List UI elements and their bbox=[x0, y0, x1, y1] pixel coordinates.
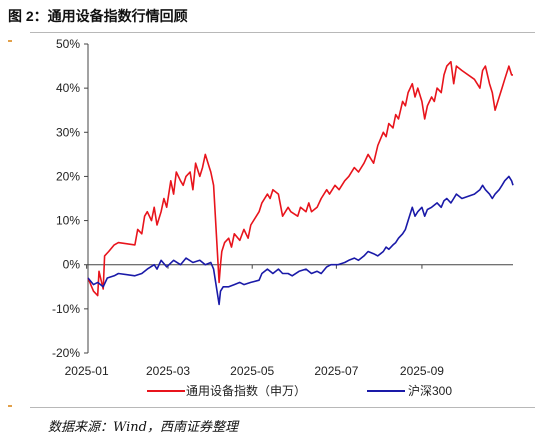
series-line-1 bbox=[87, 175, 514, 306]
y-tick-label: 50% bbox=[56, 37, 80, 51]
series-lines bbox=[87, 60, 514, 306]
x-tick-label: 2025-07 bbox=[314, 364, 358, 378]
series-line-0 bbox=[87, 60, 513, 297]
margin-mark bbox=[8, 40, 12, 42]
y-tick-label: 20% bbox=[56, 169, 80, 183]
y-tick-label: 40% bbox=[56, 81, 80, 95]
y-tick-label: 30% bbox=[56, 125, 80, 139]
y-tick-label: 10% bbox=[56, 214, 80, 228]
y-tick-label: -20% bbox=[52, 346, 80, 360]
x-tick-label: 2025-01 bbox=[65, 364, 109, 378]
legend-label-0: 通用设备指数（申万） bbox=[186, 383, 306, 398]
top-divider bbox=[30, 32, 535, 33]
legend-label-1: 沪深300 bbox=[408, 384, 452, 398]
x-tick-label: 2025-03 bbox=[146, 364, 190, 378]
y-axis: 50% 40% 30% 20% 10% 0% -10% -20% bbox=[52, 37, 89, 360]
source-note: 数据来源：Wind，西南证券整理 bbox=[48, 420, 238, 435]
x-axis: 2025-01 2025-03 2025-05 2025-07 2025-09 bbox=[65, 264, 513, 378]
y-tick-label: 0% bbox=[63, 258, 81, 272]
y-tick-label: -10% bbox=[52, 302, 80, 316]
margin-mark bbox=[8, 405, 12, 407]
x-tick-label: 2025-09 bbox=[400, 364, 444, 378]
figure-title: 图 2：通用设备指数行情回顾 bbox=[8, 8, 188, 24]
bottom-divider bbox=[30, 407, 535, 408]
legend: 通用设备指数（申万） 沪深300 bbox=[147, 383, 452, 398]
x-tick-label: 2025-05 bbox=[230, 364, 274, 378]
